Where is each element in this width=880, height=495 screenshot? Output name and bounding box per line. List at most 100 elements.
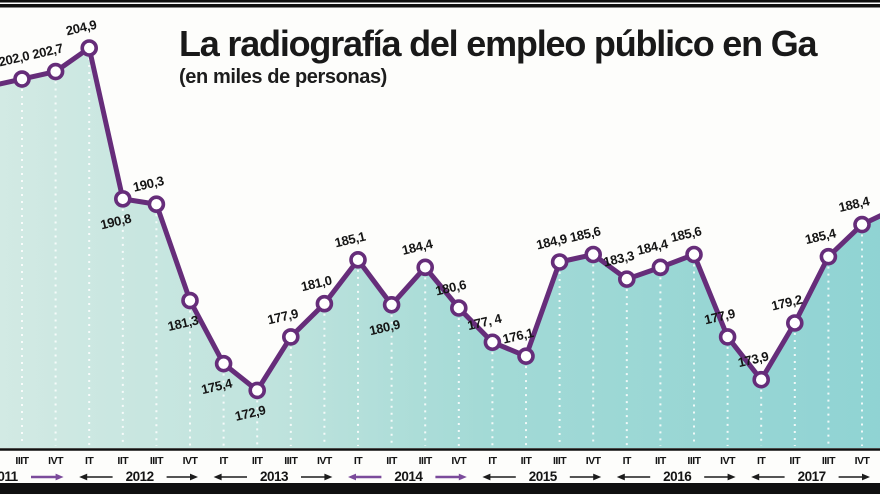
data-point-marker	[416, 258, 435, 277]
quarter-tick-label: IVT	[451, 455, 467, 467]
year-arrow-head-right	[55, 473, 64, 481]
quarter-tick-label: IIIT	[150, 455, 164, 467]
data-point-marker	[584, 245, 603, 264]
year-label: 2014	[394, 469, 423, 484]
chart-title: La radiografía del empleo público en Ga	[179, 23, 818, 64]
quarter-tick-label: IVT	[720, 455, 736, 467]
data-point-marker	[449, 299, 468, 317]
value-label: 177, 4	[466, 310, 504, 333]
data-point-marker	[651, 258, 670, 277]
chart-subtitle: (en miles de personas)	[179, 66, 387, 89]
quarter-tick-label: IIT	[386, 455, 398, 467]
value-label: 183,3	[602, 248, 636, 270]
quarter-tick-label: IVT	[48, 455, 64, 467]
year-label: 2017	[798, 469, 826, 484]
data-point-marker	[315, 294, 334, 313]
value-label: 173,9	[736, 349, 770, 371]
value-label: 185,4	[804, 225, 839, 247]
value-label: 202,7	[31, 40, 65, 62]
quarter-tick-label: IIT	[789, 455, 801, 467]
data-point-marker	[785, 314, 804, 332]
data-point-marker	[13, 70, 31, 88]
year-arrow-head-left	[482, 473, 491, 481]
quarter-tick-label: IT	[354, 455, 363, 467]
data-point-marker	[617, 270, 636, 288]
value-label: 202,0	[0, 48, 31, 70]
quarter-tick-label: IVT	[855, 455, 871, 467]
quarter-tick-label: IIIT	[822, 455, 836, 467]
year-arrow-head-right	[727, 473, 736, 481]
data-point-marker	[80, 39, 98, 57]
quarter-tick-label: IT	[85, 455, 94, 467]
value-label: 190,3	[132, 173, 166, 195]
trend-line	[0, 45, 880, 393]
year-label: 2015	[529, 469, 558, 484]
data-point-marker	[853, 215, 871, 234]
value-label: 179,2	[770, 292, 804, 314]
value-label: 180,6	[434, 277, 468, 299]
data-point-marker	[281, 328, 300, 346]
data-point-marker	[214, 354, 233, 373]
year-arrow-head-left	[79, 473, 88, 481]
quarter-tick-label: IVT	[317, 455, 333, 467]
year-label: 2013	[260, 469, 289, 484]
data-point-marker	[517, 347, 535, 365]
data-point-marker	[46, 62, 65, 81]
data-point-marker	[550, 253, 569, 271]
data-point-marker	[718, 328, 737, 346]
quarter-tick-label: IIT	[252, 455, 264, 467]
data-point-marker	[382, 295, 401, 314]
quarter-tick-label: IIIT	[15, 455, 29, 467]
data-point-marker	[685, 245, 703, 264]
data-point-marker	[483, 333, 502, 352]
data-point-marker	[181, 291, 199, 310]
year-arrow-head-right	[862, 473, 870, 481]
quarter-tick-label: IVT	[183, 455, 199, 467]
year-arrow-head-right	[190, 473, 198, 481]
year-label: 2012	[126, 469, 154, 484]
year-arrow-head-right	[324, 473, 333, 481]
data-point-marker	[752, 370, 771, 389]
quarter-tick-label: IT	[757, 455, 766, 467]
year-arrow-head-right	[593, 473, 602, 481]
value-label: 184,4	[636, 236, 671, 258]
data-point-marker	[819, 247, 838, 266]
value-label: 177,9	[266, 306, 300, 328]
value-label: 184,9	[535, 231, 569, 253]
chart-area-fill	[0, 48, 880, 448]
year-label: 2011	[0, 469, 19, 484]
quarter-tick-label: IT	[623, 455, 632, 467]
year-arrow-head-left	[348, 473, 356, 481]
quarter-tick-label: IIT	[117, 455, 129, 467]
value-label: 190,8	[99, 211, 133, 233]
quarter-tick-label: IT	[219, 455, 228, 467]
year-label: 2016	[663, 469, 692, 484]
quarter-tick-label: IIIT	[284, 455, 298, 467]
year-arrow-head-left	[213, 473, 222, 481]
top-double-rule	[0, 0, 880, 8]
value-label: 172,9	[233, 402, 267, 424]
value-label: 181,3	[166, 312, 200, 334]
quarter-tick-label: IVT	[586, 455, 602, 467]
value-label: 181,0	[300, 273, 334, 295]
value-label: 180,9	[368, 317, 402, 339]
quarter-tick-label: IIIT	[687, 455, 701, 467]
quarter-tick-label: IT	[488, 455, 497, 467]
value-label: 176,1	[501, 325, 535, 347]
bottom-rule	[0, 483, 880, 494]
data-point-marker	[248, 381, 267, 400]
year-arrow-head-left	[616, 473, 625, 481]
value-label: 185,6	[669, 223, 703, 245]
data-point-marker	[349, 251, 367, 269]
quarter-tick-label: IIT	[655, 455, 667, 467]
value-label: 185,1	[333, 229, 367, 251]
value-label: 188,4	[837, 193, 872, 215]
title-block: La radiografía del empleo público en Ga …	[179, 23, 818, 89]
data-point-marker	[114, 190, 132, 208]
year-arrow-head-right	[458, 473, 467, 481]
value-label: 184,4	[400, 236, 435, 258]
value-label: 185,6	[568, 223, 602, 245]
value-label: 204,9	[64, 17, 98, 39]
